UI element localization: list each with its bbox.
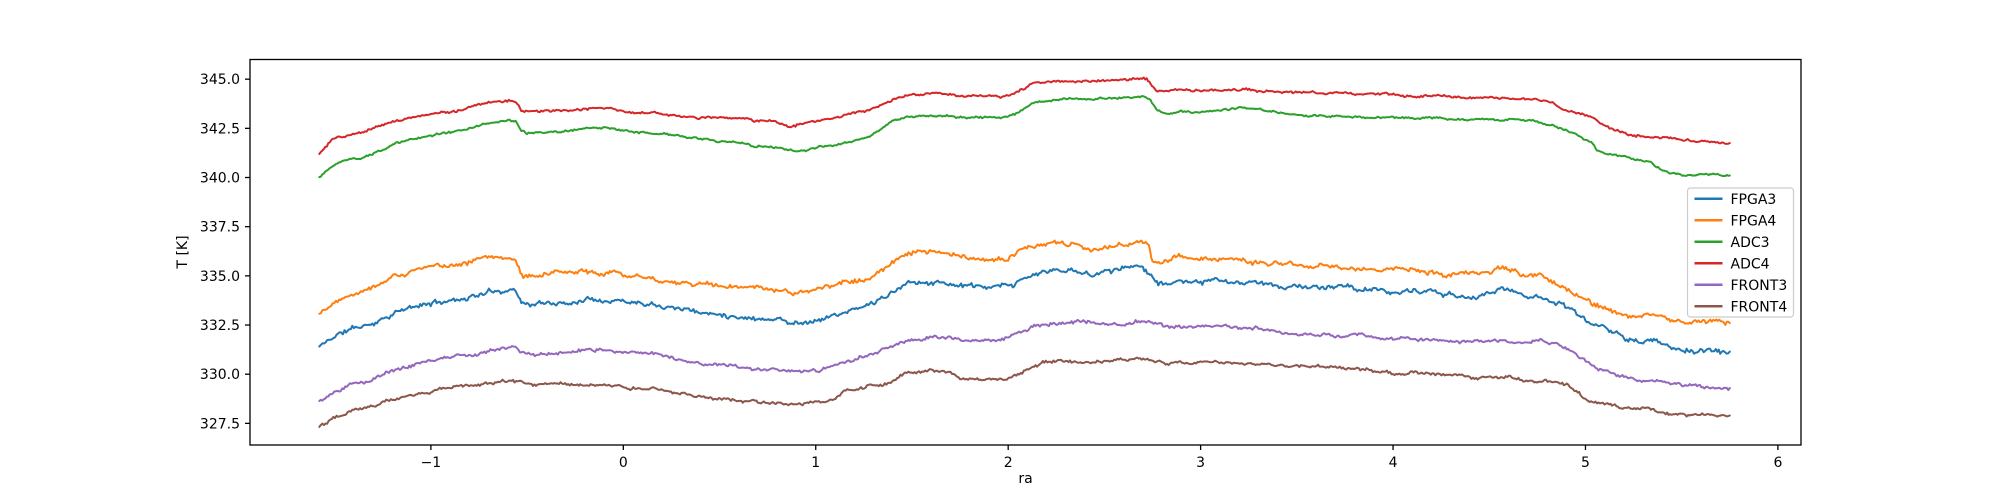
y-tick-label: 335.0	[200, 269, 240, 285]
legend-label-fpga3: FPGA3	[1731, 192, 1777, 208]
plot-border	[249, 58, 1802, 446]
series-line-adc4	[318, 76, 1731, 155]
series-layer	[318, 76, 1731, 428]
y-tick-label: 327.5	[200, 416, 240, 432]
y-tick-label: 332.5	[200, 318, 240, 334]
x-tick-label: −1	[421, 455, 442, 471]
series-line-fpga4	[318, 239, 1731, 326]
legend: FPGA3 FPGA4 ADC3 ADC4 FRONT3 FRONT4	[1686, 187, 1795, 318]
series-line-adc3	[318, 95, 1731, 179]
legend-entry-adc4: ADC4	[1694, 256, 1770, 272]
y-tick-label: 342.5	[200, 121, 240, 137]
series-line-fpga3	[318, 264, 1731, 355]
axes-layer: −1 0 1 2 3 4 5 6 327.5 330.0 332.5 335.0 337.5 340.0 3…	[200, 58, 1802, 471]
y-tick-label: 340.0	[200, 171, 240, 187]
y-tick-label: 345.0	[200, 72, 240, 88]
x-tick-label: 6	[1773, 455, 1782, 471]
x-axis-label: ra	[1018, 471, 1032, 487]
legend-label-fpga4: FPGA4	[1731, 213, 1777, 229]
legend-entry-adc3: ADC3	[1694, 235, 1770, 251]
series-line-front4	[318, 356, 1731, 428]
y-axis-label: T [K]	[175, 235, 191, 269]
x-tick-label: 5	[1581, 455, 1590, 471]
legend-label-front4: FRONT4	[1731, 299, 1788, 315]
x-tick-label: 1	[811, 455, 820, 471]
series-line-front3	[318, 318, 1731, 402]
legend-entry-front3: FRONT3	[1694, 278, 1788, 294]
legend-entry-front4: FRONT4	[1694, 299, 1788, 315]
x-tick-label: 2	[1004, 455, 1013, 471]
legend-entry-fpga4: FPGA4	[1694, 213, 1777, 229]
legend-entry-fpga3: FPGA3	[1694, 192, 1777, 208]
legend-label-adc3: ADC3	[1731, 235, 1770, 251]
y-tick-label: 337.5	[200, 220, 240, 236]
legend-label-adc4: ADC4	[1731, 256, 1770, 272]
x-tick-label: 0	[619, 455, 628, 471]
legend-label-front3: FRONT3	[1731, 278, 1788, 294]
y-tick-label: 330.0	[200, 367, 240, 383]
x-tick-label: 4	[1389, 455, 1398, 471]
x-tick-label: 3	[1196, 455, 1205, 471]
